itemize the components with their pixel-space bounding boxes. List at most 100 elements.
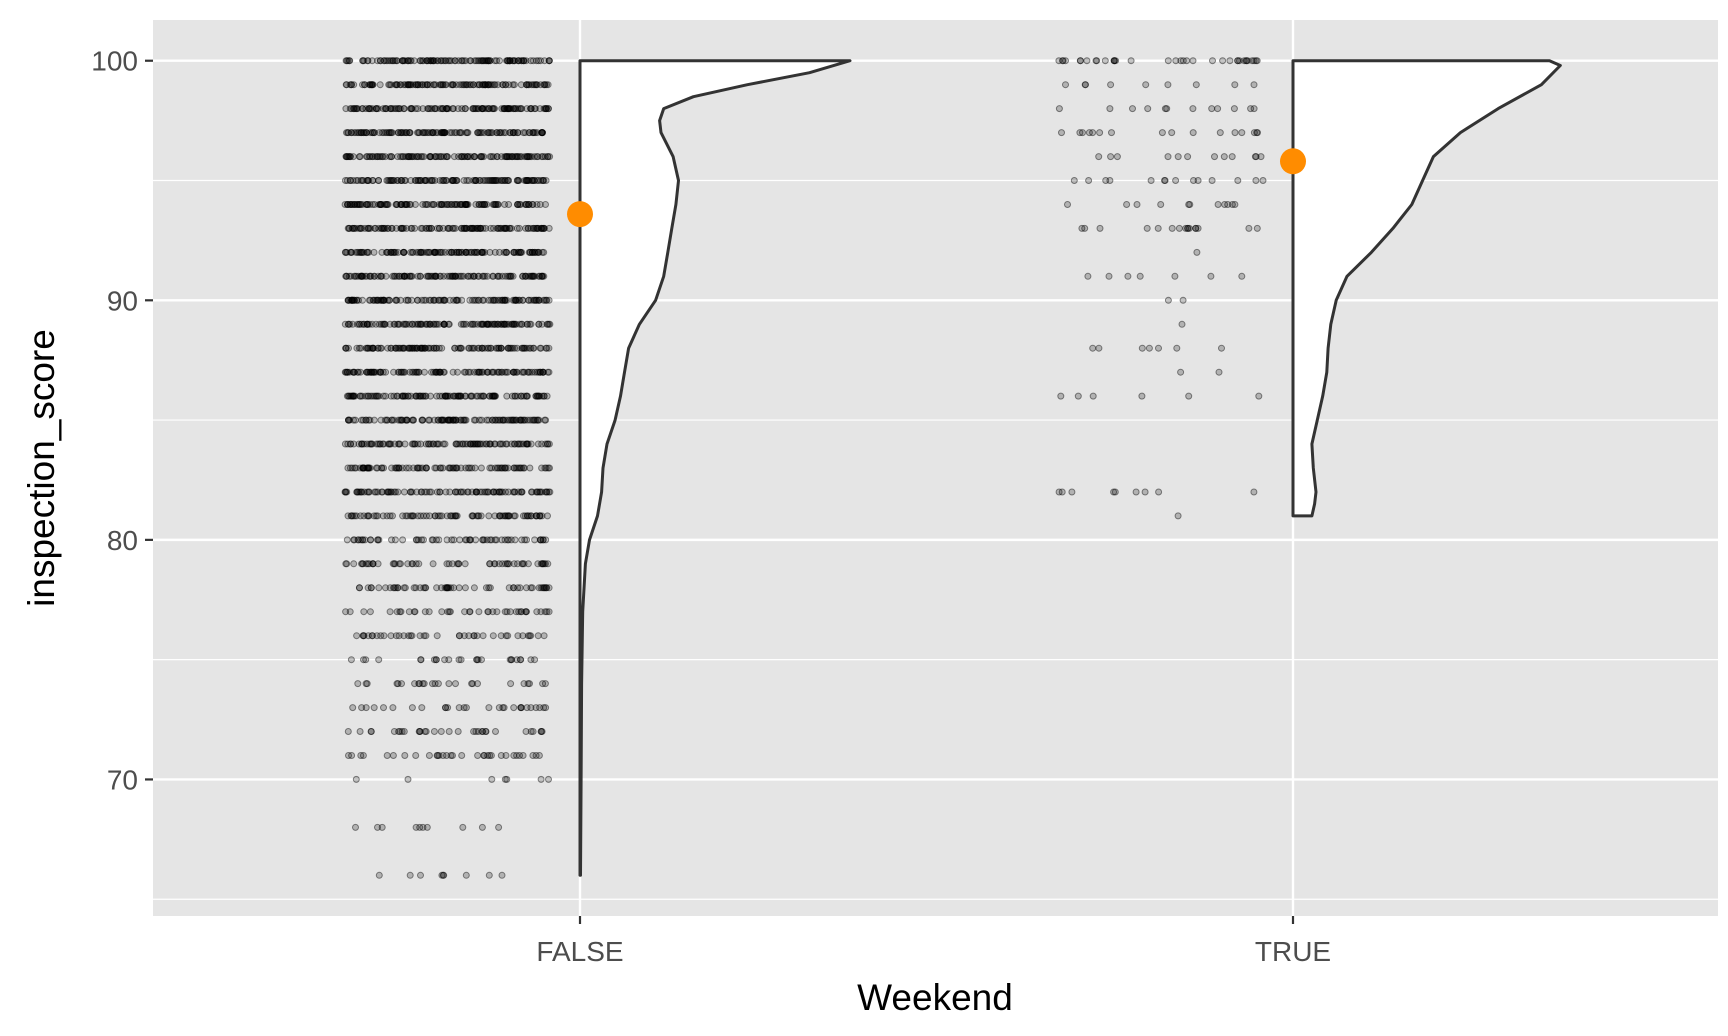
- data-point: [505, 81, 513, 89]
- data-point: [504, 512, 512, 520]
- data-point: [538, 129, 546, 137]
- data-point: [383, 177, 391, 184]
- data-point: [478, 344, 486, 352]
- data-point: [1245, 224, 1253, 232]
- data-point: [486, 129, 493, 137]
- data-point: [350, 536, 358, 544]
- data-point: [352, 105, 360, 113]
- data-point: [379, 392, 387, 400]
- data-point: [348, 201, 356, 208]
- data-point: [1226, 57, 1234, 65]
- data-point: [423, 512, 430, 520]
- data-point: [421, 177, 429, 184]
- data-point: [342, 153, 350, 161]
- data-point: [1158, 129, 1166, 137]
- data-point: [504, 105, 511, 113]
- data-point: [1084, 272, 1092, 280]
- data-point: [343, 153, 351, 161]
- data-point: [402, 153, 410, 161]
- data-point: [417, 153, 425, 161]
- data-point: [457, 464, 465, 472]
- data-point: [512, 105, 520, 113]
- data-point: [1070, 177, 1078, 184]
- data-point: [522, 224, 530, 232]
- data-point: [439, 224, 447, 232]
- data-point: [523, 81, 531, 89]
- data-point: [399, 129, 407, 137]
- data-point: [492, 416, 500, 424]
- data-point: [393, 81, 401, 89]
- data-point: [412, 177, 420, 184]
- data-point: [517, 704, 525, 712]
- data-point: [529, 224, 537, 232]
- data-point: [452, 81, 460, 89]
- data-point: [466, 57, 474, 65]
- data-point: [490, 488, 498, 496]
- data-point: [469, 512, 477, 520]
- data-point: [536, 105, 544, 113]
- data-point: [1184, 153, 1192, 161]
- data-point: [514, 105, 522, 113]
- data-point: [494, 224, 502, 232]
- data-point: [437, 57, 445, 65]
- data-point: [503, 177, 511, 184]
- data-point: [395, 464, 403, 472]
- data-point: [436, 81, 444, 89]
- data-point: [546, 488, 554, 496]
- data-point: [1083, 57, 1091, 65]
- data-point: [501, 105, 509, 113]
- data-point: [352, 775, 360, 783]
- data-point: [432, 320, 440, 328]
- data-point: [488, 81, 496, 89]
- data-point: [343, 81, 351, 89]
- data-point: [506, 224, 514, 232]
- data-point: [470, 81, 478, 89]
- data-point: [445, 656, 453, 664]
- data-point: [368, 81, 376, 89]
- data-point: [460, 57, 468, 65]
- data-point: [426, 153, 434, 161]
- data-point: [523, 177, 531, 184]
- data-point: [476, 177, 484, 184]
- data-point: [430, 57, 438, 65]
- data-point: [397, 296, 405, 304]
- data-point: [381, 105, 389, 113]
- data-point: [365, 81, 373, 89]
- data-point: [543, 392, 551, 400]
- data-point: [397, 201, 405, 208]
- data-point: [530, 248, 538, 256]
- data-point: [372, 488, 380, 496]
- data-point: [496, 272, 503, 280]
- data-point: [393, 81, 401, 89]
- data-point: [373, 153, 381, 161]
- data-point: [495, 560, 503, 568]
- data-point: [1209, 57, 1216, 65]
- data-point: [477, 201, 485, 208]
- data-point: [1228, 153, 1236, 161]
- data-point: [526, 129, 533, 137]
- data-point: [430, 368, 437, 376]
- data-point: [461, 584, 469, 592]
- data-point: [1186, 201, 1194, 208]
- data-point: [1164, 81, 1172, 89]
- data-point: [1248, 57, 1256, 65]
- data-point: [488, 105, 496, 113]
- data-point: [1250, 488, 1258, 496]
- data-point: [502, 153, 510, 161]
- data-point: [350, 129, 358, 137]
- data-point: [435, 153, 443, 161]
- data-point: [1183, 57, 1191, 65]
- data-point: [1089, 344, 1097, 352]
- data-point: [423, 57, 431, 65]
- data-point: [1107, 81, 1115, 89]
- data-point: [525, 248, 533, 256]
- data-point: [524, 224, 532, 232]
- data-point: [539, 153, 547, 161]
- data-point: [408, 153, 416, 161]
- data-point: [415, 129, 422, 137]
- data-point: [521, 153, 529, 161]
- data-point: [382, 201, 390, 208]
- data-point: [369, 177, 377, 184]
- data-point: [366, 81, 374, 89]
